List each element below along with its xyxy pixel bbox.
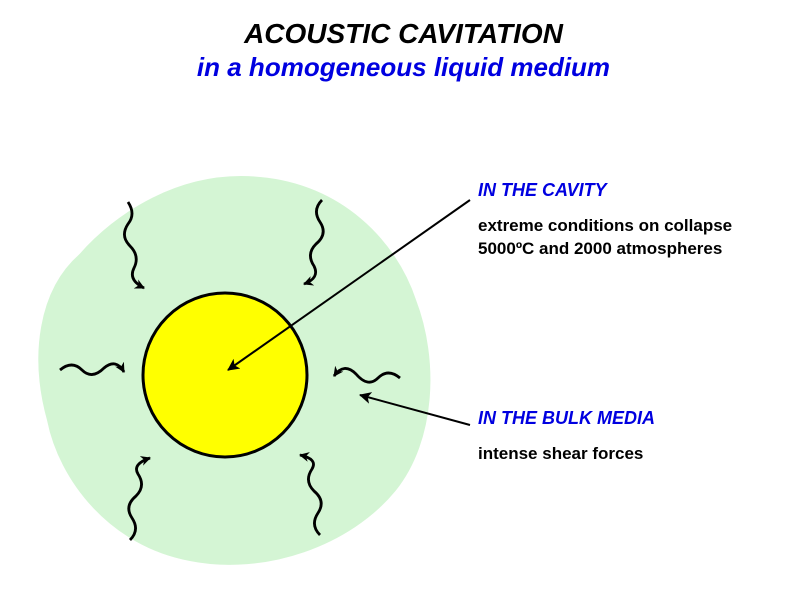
- label-cavity-body1: extreme conditions on collapse: [478, 215, 732, 238]
- cavity-circle: [143, 293, 307, 457]
- cavitation-diagram: [0, 0, 807, 615]
- label-cavity: IN THE CAVITY extreme conditions on coll…: [478, 180, 732, 261]
- label-bulk-body1: intense shear forces: [478, 443, 655, 466]
- label-bulk: IN THE BULK MEDIA intense shear forces: [478, 408, 655, 466]
- label-cavity-body2: 5000ºC and 2000 atmospheres: [478, 238, 732, 261]
- label-bulk-heading: IN THE BULK MEDIA: [478, 408, 655, 429]
- label-cavity-heading: IN THE CAVITY: [478, 180, 732, 201]
